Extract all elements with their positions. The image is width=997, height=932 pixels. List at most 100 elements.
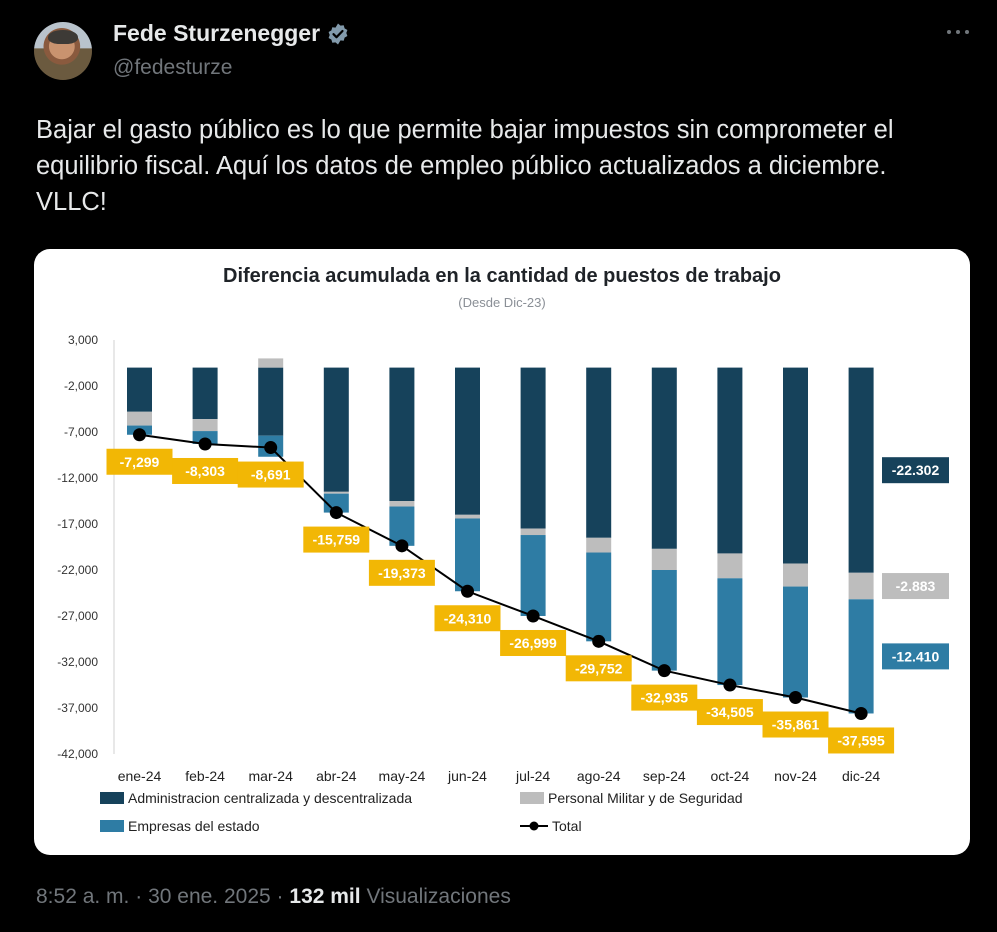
chart-image[interactable]: Diferencia acumulada en la cantidad de p…	[34, 249, 970, 855]
bar-segment	[455, 518, 480, 592]
total-point	[723, 678, 737, 692]
bar-segment	[520, 535, 546, 616]
author-name[interactable]: Fede Sturzenegger	[113, 20, 321, 46]
y-tick-label: -2,000	[64, 379, 98, 393]
total-label-box	[172, 457, 239, 484]
y-tick-label: -42,000	[57, 747, 98, 761]
y-tick-label: -27,000	[57, 609, 98, 623]
meta-separator: ·	[135, 885, 143, 908]
bar-segment	[258, 367, 284, 436]
bar-segment	[848, 572, 874, 600]
x-tick-label: abr-24	[316, 768, 357, 784]
bar-segment	[651, 570, 677, 671]
x-tick-label: ago-24	[577, 768, 621, 784]
total-point	[789, 691, 802, 705]
legend-label: Administracion centralizada y descentral…	[128, 790, 412, 806]
tweet-time[interactable]: 8:52 a. m.	[36, 885, 130, 908]
y-tick-label: -17,000	[57, 517, 98, 531]
y-tick-label: -37,000	[57, 701, 98, 715]
bar-segment	[848, 599, 874, 714]
bar-segment	[783, 367, 808, 564]
legend-label: Empresas del estado	[128, 818, 260, 834]
bar-segment	[586, 367, 612, 538]
total-point	[592, 634, 606, 648]
total-label-box	[500, 629, 567, 656]
total-point	[264, 441, 278, 455]
series-end-label: -12.410	[892, 648, 940, 664]
x-tick-label: feb-24	[185, 768, 225, 784]
bar-segment	[783, 586, 808, 698]
bar-segment	[258, 358, 284, 368]
legend-swatch	[520, 792, 544, 804]
bar-segment	[455, 514, 480, 519]
author-handle[interactable]: @fedesturze	[113, 56, 233, 79]
x-tick-label: mar-24	[249, 768, 294, 784]
total-point	[526, 609, 540, 623]
total-label-box	[237, 461, 304, 488]
total-line	[139, 433, 862, 715]
y-tick-label: -12,000	[57, 471, 98, 485]
x-tick-label: jun-24	[447, 768, 487, 784]
series-end-label: -2.883	[896, 578, 936, 594]
total-point	[657, 664, 671, 678]
tweet-date[interactable]: 30 ene. 2025	[148, 885, 271, 908]
x-tick-label: jul-24	[515, 768, 550, 784]
total-data-label: -29,752	[575, 660, 623, 676]
x-tick-label: may-24	[379, 768, 426, 784]
bar-segment	[717, 578, 743, 686]
total-label-box	[434, 605, 501, 632]
total-point	[133, 428, 146, 442]
total-label-box	[303, 526, 370, 553]
x-tick-label: sep-24	[643, 768, 686, 784]
bar-segment	[323, 493, 349, 513]
bar-segment	[586, 552, 612, 642]
total-data-label: -26,999	[509, 635, 557, 651]
total-label-box	[631, 684, 698, 711]
more-options-icon[interactable]	[947, 30, 971, 38]
legend-swatch	[100, 792, 124, 804]
verified-badge-icon	[328, 23, 348, 44]
author-avatar[interactable]	[34, 22, 92, 80]
stacked-bar-chart: 3,000 -2,000 -7,000 -12,000 -17,000 -22,000 -2…	[57, 333, 949, 834]
bar-segment	[520, 367, 546, 529]
meta-separator: ·	[276, 885, 284, 908]
legend-swatch	[100, 820, 124, 832]
total-point	[329, 506, 343, 520]
bar-segment	[586, 537, 612, 553]
legend-marker	[529, 821, 539, 831]
total-data-label: -19,373	[378, 565, 426, 581]
total-data-label: -24,310	[444, 610, 492, 626]
bar-segment	[323, 491, 349, 494]
x-tick-label: oct-24	[710, 768, 749, 784]
bar-segment	[192, 367, 218, 420]
total-data-label: -35,861	[772, 717, 820, 733]
total-data-label: -7,299	[120, 454, 160, 470]
series-end-label: -22.302	[892, 462, 940, 478]
bar-segment	[323, 367, 349, 492]
x-tick-label: dic-24	[842, 768, 880, 784]
tweet-text: Bajar el gasto público es lo que permite…	[36, 116, 894, 216]
series-end-label-box	[882, 643, 949, 670]
series-end-label-box	[882, 457, 949, 484]
total-point	[198, 437, 212, 451]
bar-segment	[127, 367, 152, 412]
bar-segment	[192, 419, 218, 432]
views-count: 132 mil	[289, 885, 361, 908]
x-tick-label: nov-24	[774, 768, 817, 784]
bar-segment	[389, 506, 415, 546]
series-end-label-box	[882, 573, 949, 600]
views-label: Visualizaciones	[366, 885, 511, 908]
total-label-box	[368, 559, 435, 586]
total-point	[395, 539, 409, 553]
total-point	[461, 584, 474, 598]
total-label-box	[106, 448, 173, 475]
total-data-label: -15,759	[313, 532, 361, 548]
y-tick-label: 3,000	[68, 333, 98, 347]
chart-subtitle: (Desde Dic-23)	[458, 295, 546, 310]
bar-segment	[651, 548, 677, 570]
total-data-label: -37,595	[837, 732, 885, 748]
y-tick-label: -32,000	[57, 655, 98, 669]
bar-segment	[848, 367, 874, 573]
total-label-box	[696, 699, 763, 726]
legend-label: Personal Militar y de Seguridad	[548, 790, 743, 806]
